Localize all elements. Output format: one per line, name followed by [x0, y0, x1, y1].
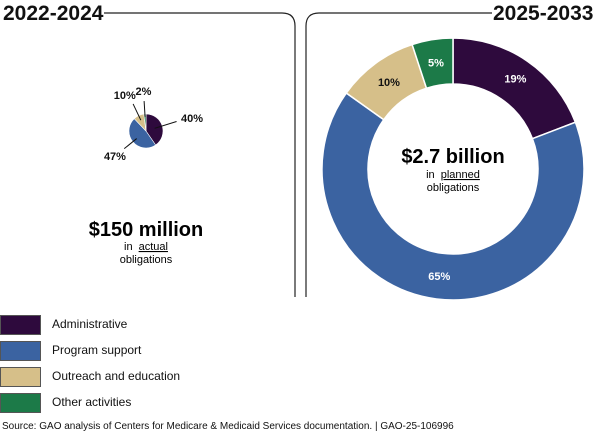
slice-administrative	[452, 37, 577, 140]
legend-label: Other activities	[52, 395, 132, 409]
source-note: Source: GAO analysis of Centers for Medi…	[2, 421, 454, 432]
pct-label-administrative: 19%	[504, 73, 526, 85]
left-panel-frame	[104, 12, 296, 297]
legend-item-outreach-and-education: Outreach and education	[0, 367, 300, 387]
legend-item-administrative: Administrative	[0, 315, 300, 335]
pct-label-administrative: 40%	[181, 113, 203, 125]
pct-label-other-activities: 5%	[428, 57, 444, 69]
leader-line-other-activities	[143, 101, 146, 118]
right-total-value: $2.7 billion	[401, 146, 504, 168]
right-total-caption-line1: in planned	[426, 169, 480, 181]
right-caption-prefix: in	[426, 169, 435, 181]
leader-line-program-support	[123, 138, 138, 150]
legend-swatch	[0, 315, 41, 335]
legend-item-other-activities: Other activities	[0, 393, 300, 413]
pct-label-program-support: 65%	[428, 271, 450, 283]
slice-other-activities	[411, 37, 454, 90]
leader-line-administrative	[154, 121, 177, 129]
leader-line-outreach-and-education	[132, 103, 142, 121]
right-panel-frame	[305, 12, 492, 297]
right-caption-underlined: planned	[441, 169, 480, 181]
legend-item-program-support: Program support	[0, 341, 300, 361]
pct-label-other-activities: 2%	[136, 86, 152, 98]
left-pie: 40% 47% 10% 2%	[104, 86, 203, 163]
legend-swatch	[0, 393, 41, 413]
legend-label: Program support	[52, 343, 142, 357]
legend-swatch	[0, 341, 41, 361]
left-total-value: $150 million	[89, 219, 204, 241]
right-donut: 19% 65% 10% 5%	[321, 37, 585, 301]
left-caption-underlined: actual	[139, 241, 168, 253]
pct-label-outreach-and-education: 10%	[114, 90, 136, 102]
legend-swatch	[0, 367, 41, 387]
left-panel-title: 2022-2024	[3, 2, 104, 25]
left-total-caption-line1: in actual	[124, 241, 168, 253]
pct-label-program-support: 47%	[104, 151, 126, 163]
right-panel-title: 2025-2033	[493, 2, 594, 25]
left-caption-prefix: in	[124, 241, 133, 253]
right-total-caption-line2: obligations	[427, 182, 480, 194]
left-total-caption-line2: obligations	[120, 254, 173, 266]
legend-label: Outreach and education	[52, 369, 181, 383]
pct-label-outreach-and-education: 10%	[378, 77, 400, 89]
slice-program-support	[321, 91, 585, 301]
legend-label: Administrative	[52, 317, 128, 331]
